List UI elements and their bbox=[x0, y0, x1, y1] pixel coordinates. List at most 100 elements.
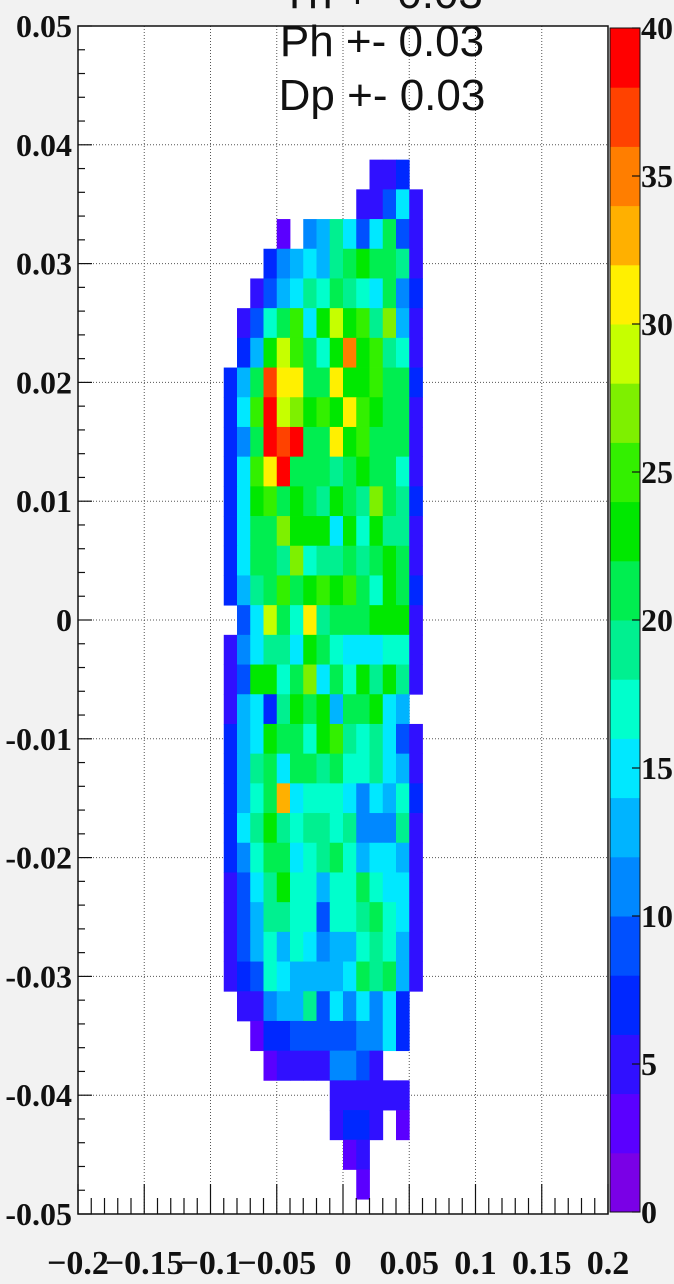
heatmap-cell bbox=[369, 1110, 384, 1141]
heatmap-cell bbox=[343, 753, 357, 784]
heatmap-cell bbox=[382, 426, 397, 458]
heatmap-cell bbox=[263, 991, 278, 1022]
heatmap-cell bbox=[382, 723, 397, 755]
heatmap-cell bbox=[382, 1020, 397, 1052]
heatmap-cell bbox=[396, 337, 410, 368]
heatmap-cell bbox=[329, 991, 344, 1022]
heatmap-cell bbox=[329, 575, 344, 606]
heatmap-cell bbox=[343, 1110, 357, 1141]
heatmap-cell bbox=[382, 694, 397, 725]
heatmap-cell bbox=[263, 872, 278, 903]
chart-title: Th +- 0.03 Ph +- 0.03 Dp +- 0.03 bbox=[279, 0, 486, 120]
heatmap-cell bbox=[369, 337, 384, 368]
heatmap-cell bbox=[396, 516, 410, 547]
heatmap-cell bbox=[276, 397, 291, 428]
heatmap-cell bbox=[382, 367, 397, 398]
heatmap-cell bbox=[276, 872, 291, 903]
heatmap-cell bbox=[329, 545, 344, 576]
heatmap-cell bbox=[223, 813, 238, 844]
heatmap-cell bbox=[356, 1080, 370, 1111]
heatmap-cell bbox=[316, 605, 331, 636]
heatmap-cell bbox=[250, 842, 264, 873]
heatmap-cell bbox=[237, 367, 251, 398]
heatmap-cell bbox=[356, 813, 370, 844]
heatmap-cell bbox=[356, 842, 370, 873]
heatmap-cell bbox=[303, 337, 317, 368]
heatmap-cell bbox=[316, 902, 331, 933]
heatmap-cell bbox=[223, 664, 238, 695]
heatmap-cell bbox=[396, 842, 410, 873]
heatmap-cell bbox=[396, 426, 410, 458]
heatmap-cell bbox=[409, 456, 423, 487]
heatmap-cell bbox=[223, 367, 238, 398]
heatmap-cell bbox=[250, 723, 264, 755]
heatmap-cell bbox=[382, 189, 397, 220]
heatmap-cell bbox=[356, 694, 370, 725]
heatmap-cell bbox=[303, 397, 317, 428]
heatmap-cell bbox=[343, 308, 357, 339]
heatmap-cell bbox=[409, 961, 423, 992]
heatmap-cell bbox=[250, 1020, 264, 1052]
heatmap-cell bbox=[263, 248, 278, 279]
heatmap-cell bbox=[409, 516, 423, 547]
heatmap-cell bbox=[263, 426, 278, 458]
heatmap-cell bbox=[343, 902, 357, 933]
heatmap-cell bbox=[356, 278, 370, 309]
heatmap-cell bbox=[276, 367, 291, 398]
heatmap-cell bbox=[263, 813, 278, 844]
heatmap-cell bbox=[382, 278, 397, 309]
heatmap-cell bbox=[369, 902, 384, 933]
color-scale-band bbox=[610, 679, 640, 739]
heatmap-cell bbox=[382, 308, 397, 339]
heatmap-cell bbox=[290, 605, 304, 636]
heatmap-cell bbox=[303, 842, 317, 873]
heatmap-cell bbox=[409, 426, 423, 458]
x-tick-label: −0.2 bbox=[47, 1245, 109, 1282]
heatmap-cell bbox=[303, 931, 317, 962]
heatmap-cell bbox=[316, 991, 331, 1022]
heatmap-cell bbox=[303, 783, 317, 814]
color-scale-band bbox=[610, 87, 640, 147]
heatmap-cell bbox=[343, 278, 357, 309]
heatmap-cell bbox=[237, 723, 251, 755]
heatmap-cell bbox=[290, 783, 304, 814]
heatmap-cell bbox=[396, 991, 410, 1022]
heatmap-cell bbox=[329, 278, 344, 309]
heatmap-cell bbox=[329, 397, 344, 428]
y-tick-label: 0.02 bbox=[16, 364, 72, 400]
heatmap-cell bbox=[237, 308, 251, 339]
heatmap-cell bbox=[369, 367, 384, 398]
heatmap-cell bbox=[396, 189, 410, 220]
heatmap-cell bbox=[409, 664, 423, 695]
heatmap-cell bbox=[382, 159, 397, 190]
heatmap-cell bbox=[276, 219, 291, 250]
z-tick-label: 35 bbox=[641, 158, 673, 194]
heatmap-cell bbox=[303, 219, 317, 250]
title-line-2: Ph +- 0.03 bbox=[280, 17, 484, 66]
heatmap-cell bbox=[369, 189, 384, 220]
color-scale-band bbox=[610, 383, 640, 443]
heatmap-cell bbox=[396, 575, 410, 606]
heatmap-cell bbox=[237, 961, 251, 992]
heatmap-cell bbox=[396, 813, 410, 844]
heatmap-cell bbox=[382, 486, 397, 517]
heatmap-cell bbox=[369, 159, 384, 190]
heatmap-cell bbox=[290, 961, 304, 992]
heatmap-cell bbox=[356, 189, 370, 220]
x-tick-label: −0.05 bbox=[237, 1245, 316, 1282]
heatmap-cell bbox=[356, 931, 370, 962]
heatmap-cell bbox=[329, 248, 344, 279]
heatmap-cell bbox=[276, 664, 291, 695]
heatmap-cell bbox=[223, 753, 238, 784]
heatmap-cell bbox=[316, 248, 331, 279]
heatmap-cell bbox=[409, 397, 423, 428]
heatmap-cell bbox=[382, 456, 397, 487]
heatmap-cell bbox=[356, 1020, 370, 1052]
heatmap-cell bbox=[290, 575, 304, 606]
heatmap-cell bbox=[250, 397, 264, 428]
z-tick-label: 5 bbox=[641, 1046, 657, 1082]
heatmap-cell bbox=[356, 634, 370, 665]
heatmap-cell bbox=[237, 456, 251, 487]
heatmap-cell bbox=[369, 991, 384, 1022]
